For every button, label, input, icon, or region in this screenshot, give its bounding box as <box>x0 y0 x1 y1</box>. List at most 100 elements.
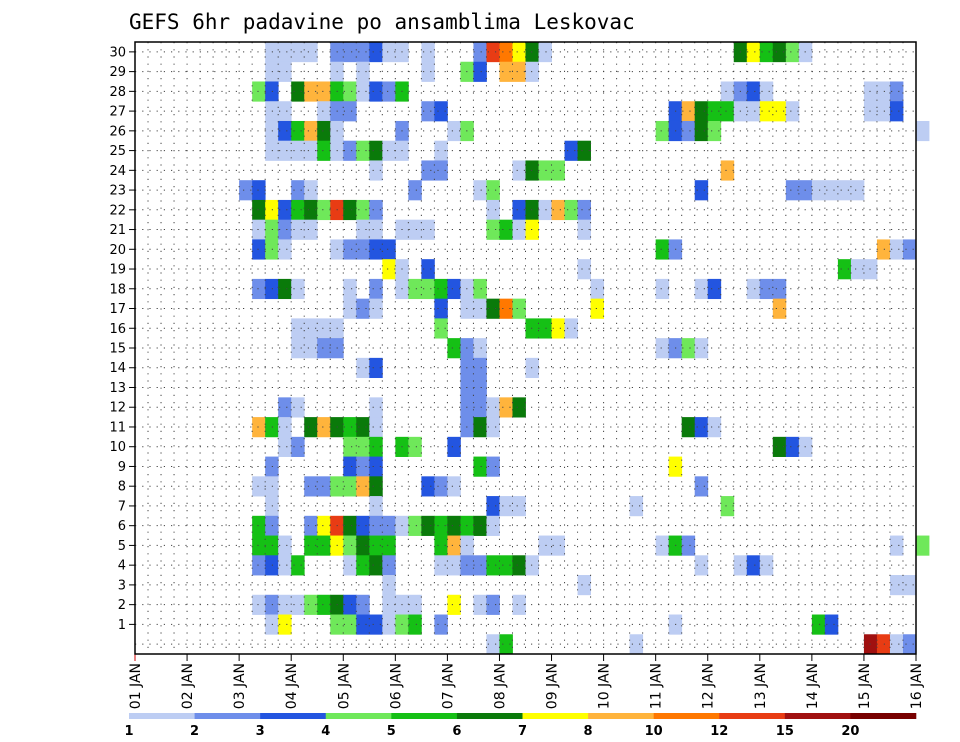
heatmap-cell <box>343 436 370 457</box>
heatmap-cell <box>538 199 552 221</box>
heatmap-cell <box>538 535 565 556</box>
heatmap-cell <box>473 61 487 82</box>
x-tick-label: 12 JAN <box>701 663 717 709</box>
heatmap-cell <box>421 476 435 497</box>
heatmap-cell <box>408 180 422 201</box>
heatmap-cell <box>434 278 448 300</box>
heatmap-cell <box>512 298 526 319</box>
heatmap-cell <box>434 555 461 576</box>
colorbar-label: 20 <box>841 724 859 739</box>
heatmap-cell <box>343 81 357 102</box>
heatmap-cell <box>759 42 774 63</box>
heatmap-cell <box>499 634 513 655</box>
heatmap-cell <box>629 496 644 517</box>
heatmap-cell <box>525 199 539 221</box>
heatmap-cell <box>395 219 435 240</box>
heatmap-cell <box>486 555 513 576</box>
heatmap-cell <box>369 515 396 536</box>
heatmap-cell <box>343 417 357 438</box>
x-tick-label: 02 JAN <box>180 663 196 709</box>
x-tick-label: 10 JAN <box>597 663 613 709</box>
heatmap-cell <box>291 436 305 457</box>
heatmap-cell <box>694 101 709 122</box>
heatmap-cell <box>421 101 435 122</box>
heatmap-cell <box>889 239 904 260</box>
heatmap-cell <box>486 496 500 517</box>
y-tick-label: 18 <box>109 282 126 297</box>
heatmap-cell <box>473 338 487 359</box>
heatmap-cell <box>889 535 904 556</box>
heatmap-cell <box>759 278 787 300</box>
heatmap-cell <box>694 476 709 497</box>
heatmap-cell <box>317 417 331 438</box>
heatmap-cell <box>304 81 331 102</box>
colorbar-swatch <box>850 713 917 719</box>
heatmap-cell <box>356 357 370 379</box>
colorbar-label: 3 <box>256 724 265 739</box>
heatmap-cell <box>486 417 500 438</box>
heatmap-cell <box>512 42 526 63</box>
colorbar-swatch <box>456 713 523 719</box>
heatmap-cell <box>473 515 487 536</box>
heatmap-cell <box>304 199 318 221</box>
heatmap-cell <box>278 199 292 221</box>
heatmap-cell <box>564 318 578 339</box>
y-tick-label: 28 <box>109 85 126 100</box>
colorbar-label: 10 <box>645 724 663 739</box>
heatmap-cell <box>382 259 396 280</box>
heatmap-cell <box>486 515 500 536</box>
heatmap-cell <box>512 199 526 221</box>
heatmap-cell <box>811 614 826 635</box>
heatmap-cell <box>486 634 500 655</box>
heatmap-cell <box>694 555 709 576</box>
heatmap-cell <box>382 575 396 596</box>
heatmap-cell <box>916 120 930 142</box>
heatmap-cell <box>512 555 526 576</box>
colorbar-label: 5 <box>387 724 396 739</box>
heatmap-cell <box>447 515 461 536</box>
heatmap-cell <box>291 278 305 300</box>
colorbar-label: 8 <box>584 724 593 739</box>
heatmap-cell <box>889 101 904 122</box>
heatmap-cell <box>434 476 448 497</box>
heatmap-cell <box>434 318 448 339</box>
heatmap-cell <box>629 634 644 655</box>
heatmap-cell <box>356 594 370 615</box>
heatmap-cell <box>408 614 422 635</box>
y-tick-label: 27 <box>109 105 126 120</box>
heatmap-cell <box>707 417 722 438</box>
heatmap-cell <box>694 120 709 142</box>
heatmap-cell <box>525 555 539 576</box>
colorbar-label: 4 <box>321 724 330 739</box>
heatmap-cell <box>759 101 787 122</box>
heatmap-cell <box>577 259 591 280</box>
heatmap-cell <box>369 456 383 477</box>
heatmap-cell <box>525 219 539 240</box>
heatmap-cell <box>252 219 266 240</box>
heatmap-cell <box>278 239 292 260</box>
heatmap-cell <box>317 199 331 221</box>
heatmap-cell <box>551 199 565 221</box>
heatmap-cell <box>330 42 370 63</box>
x-tick-label: 04 JAN <box>284 663 300 709</box>
x-tick-label: 01 JAN <box>128 663 144 709</box>
heatmap-cell <box>785 42 800 63</box>
heatmap-cell <box>499 397 513 418</box>
y-tick-label: 25 <box>109 144 126 159</box>
heatmap-cell <box>473 456 487 477</box>
x-tick-label: 11 JAN <box>649 663 665 709</box>
x-tick-label: 06 JAN <box>388 663 404 709</box>
heatmap-cell <box>447 594 461 615</box>
heatmap-cell <box>356 81 370 102</box>
heatmap-cell <box>681 101 696 122</box>
heatmap-cell <box>694 338 709 359</box>
heatmap-cell <box>512 160 526 181</box>
x-tick-label: 15 JAN <box>857 663 873 709</box>
heatmap-cell <box>278 417 292 438</box>
heatmap-cells <box>239 42 930 655</box>
colorbar-swatch <box>653 713 720 719</box>
heatmap-cell <box>252 180 266 201</box>
heatmap-cell <box>252 555 266 576</box>
heatmap-cell <box>317 120 331 142</box>
y-tick-label: 30 <box>109 45 126 60</box>
